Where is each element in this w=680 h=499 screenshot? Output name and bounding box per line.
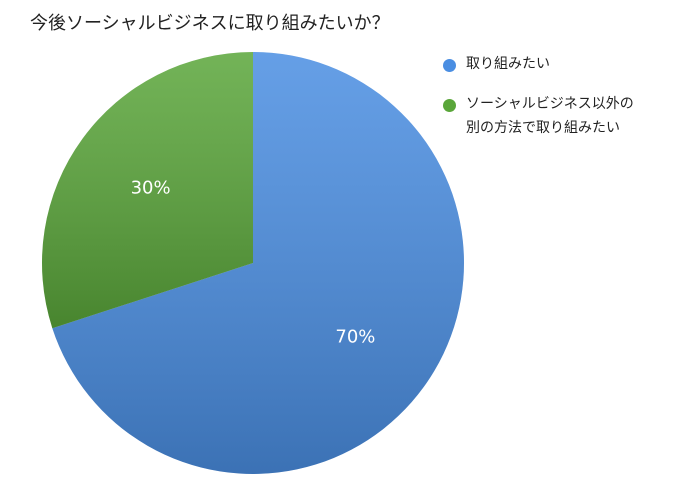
- chart-title: 今後ソーシャルビジネスに取り組みたいか？: [30, 13, 390, 34]
- pie-slice-shade: [52, 52, 464, 475]
- legend-label: ソーシャルビジネス以外の別の方法で取り組みたい: [466, 96, 634, 136]
- data-label: 70%: [335, 326, 375, 347]
- data-label: 30%: [131, 178, 171, 199]
- legend-item: 取り組みたい: [440, 56, 645, 76]
- legend-swatch: [443, 59, 456, 72]
- legend-label: 取り組みたい: [466, 56, 550, 72]
- pie-slice-shade: [41, 52, 253, 329]
- legend-item: ソーシャルビジネス以外の別の方法で取り組みたい: [440, 96, 645, 140]
- legend-swatch: [443, 99, 456, 112]
- legend: 取り組みたいソーシャルビジネス以外の別の方法で取り組みたい: [440, 56, 645, 160]
